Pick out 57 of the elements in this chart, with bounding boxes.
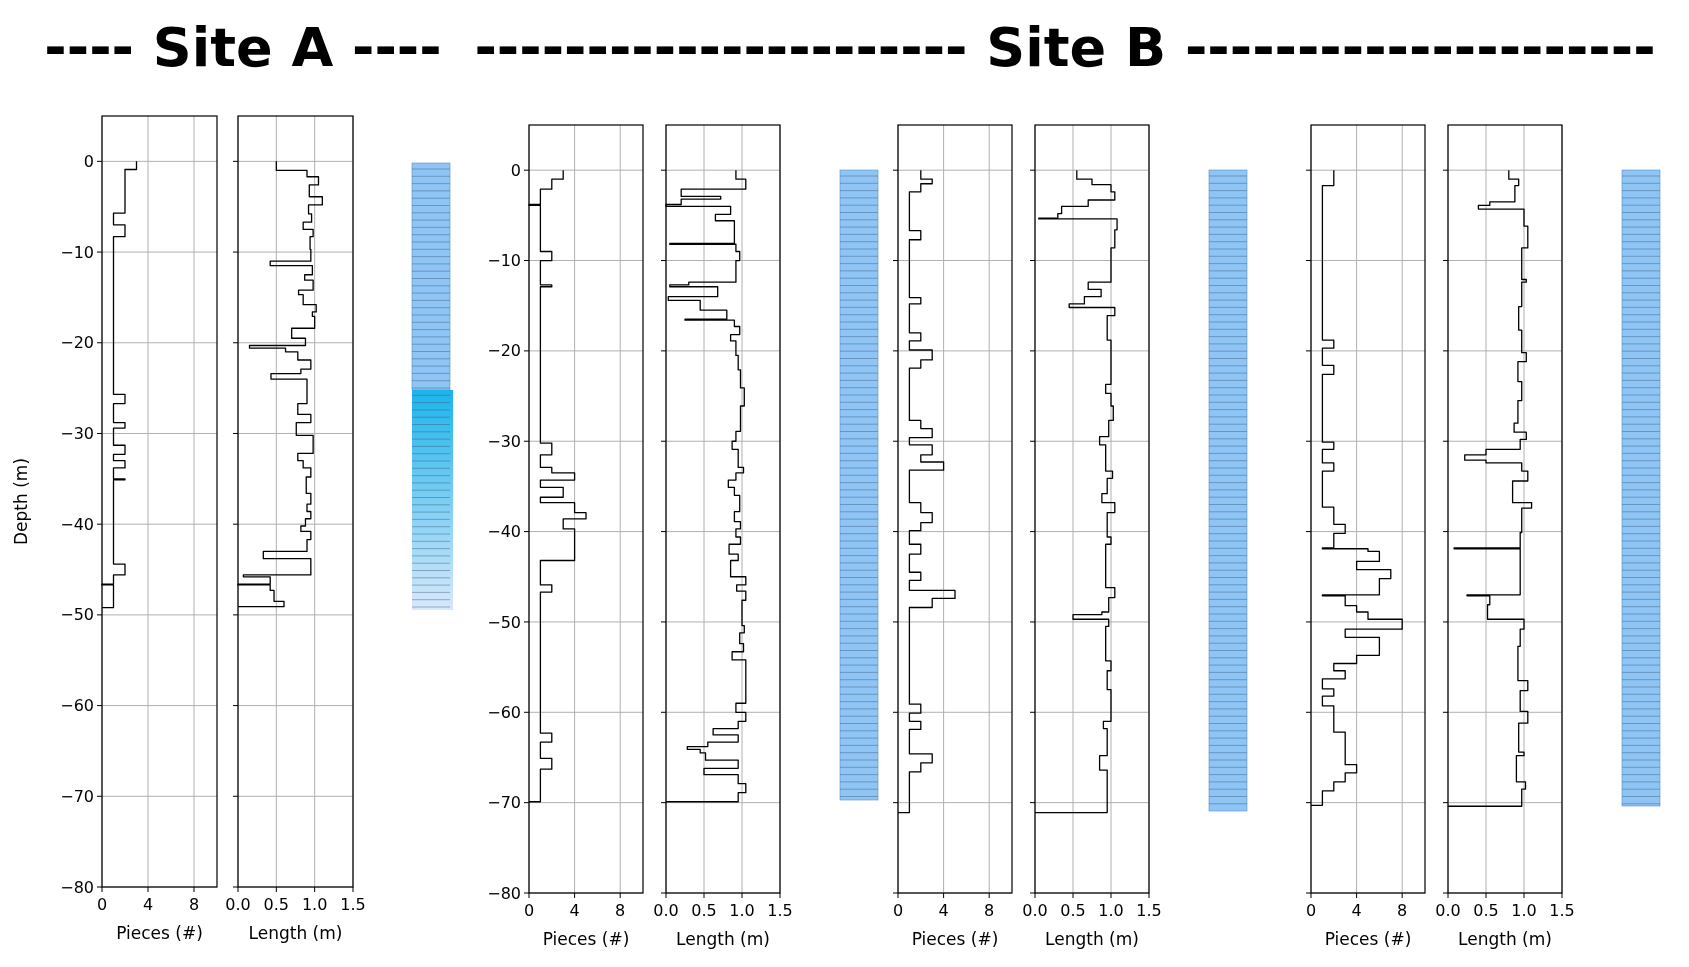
y-tick-label: −30: [487, 431, 521, 451]
x-tick-label: 1.0: [301, 895, 328, 914]
x-axis-title: Length (m): [676, 929, 770, 949]
x-tick-label: 0.0: [1435, 901, 1461, 920]
y-tick-label: 0: [510, 160, 521, 180]
y-tick-label: −70: [487, 793, 521, 813]
x-tick-label: 1.5: [1549, 901, 1575, 920]
y-axis-title: Depth (m): [11, 457, 31, 546]
y-tick-label: −10: [487, 251, 521, 271]
x-tick-label: 0.5: [1060, 901, 1086, 920]
x-tick-label: 0.5: [263, 895, 290, 914]
x-tick-label: 0.5: [691, 901, 717, 920]
x-axis-title: Length (m): [1045, 929, 1139, 949]
x-tick-label: 4: [142, 895, 154, 914]
x-tick-label: 0: [892, 901, 904, 920]
x-tick-label: 0.5: [1473, 901, 1499, 920]
x-tick-label: 4: [938, 901, 949, 920]
y-tick-label: −20: [487, 341, 521, 361]
x-tick-label: 0: [96, 895, 108, 914]
x-tick-label: 1.0: [1511, 901, 1537, 920]
x-tick-label: 1.5: [340, 895, 366, 914]
x-tick-label: 8: [188, 895, 200, 914]
x-axis-title: Pieces (#): [116, 923, 203, 943]
y-tick-label: −20: [60, 333, 94, 353]
y-tick-label: −50: [487, 612, 521, 632]
y-tick-label: −70: [60, 786, 94, 806]
y-tick-label: −50: [60, 605, 94, 625]
x-tick-label: 1.5: [767, 901, 793, 920]
x-axis-title: Pieces (#): [911, 929, 999, 949]
y-tick-label: −30: [60, 424, 94, 444]
x-axis-title: Length (m): [248, 923, 343, 943]
y-tick-label: −40: [487, 522, 521, 542]
y-tick-label: 0: [83, 151, 94, 171]
x-tick-label: 4: [569, 901, 580, 920]
x-tick-label: 1.0: [729, 901, 755, 920]
y-tick-label: −80: [487, 883, 521, 903]
x-axis-title: Pieces (#): [1324, 929, 1412, 949]
text: ---------------------- Site B ---------------------: [474, 16, 1656, 79]
y-tick-label: −40: [60, 514, 94, 534]
x-tick-label: 0: [1305, 901, 1317, 920]
x-tick-label: 0.0: [225, 895, 251, 914]
y-tick-label: −80: [60, 877, 94, 897]
x-axis-title: Length (m): [1458, 929, 1552, 949]
x-tick-label: 0: [523, 901, 535, 920]
chart-title: ---- Site A ----: [44, 16, 442, 79]
y-tick-label: −10: [60, 242, 94, 262]
x-tick-label: 0.0: [653, 901, 679, 920]
x-tick-label: 0.0: [1022, 901, 1048, 920]
x-tick-label: 8: [984, 901, 995, 920]
x-tick-label: 1.0: [1098, 901, 1124, 920]
x-tick-label: 8: [1397, 901, 1408, 920]
x-axis-title: Pieces (#): [542, 929, 630, 949]
y-tick-label: −60: [60, 696, 94, 716]
x-tick-label: 8: [615, 901, 626, 920]
y-tick-label: −60: [487, 702, 521, 722]
x-tick-label: 4: [1351, 901, 1362, 920]
x-tick-label: 1.5: [1136, 901, 1162, 920]
